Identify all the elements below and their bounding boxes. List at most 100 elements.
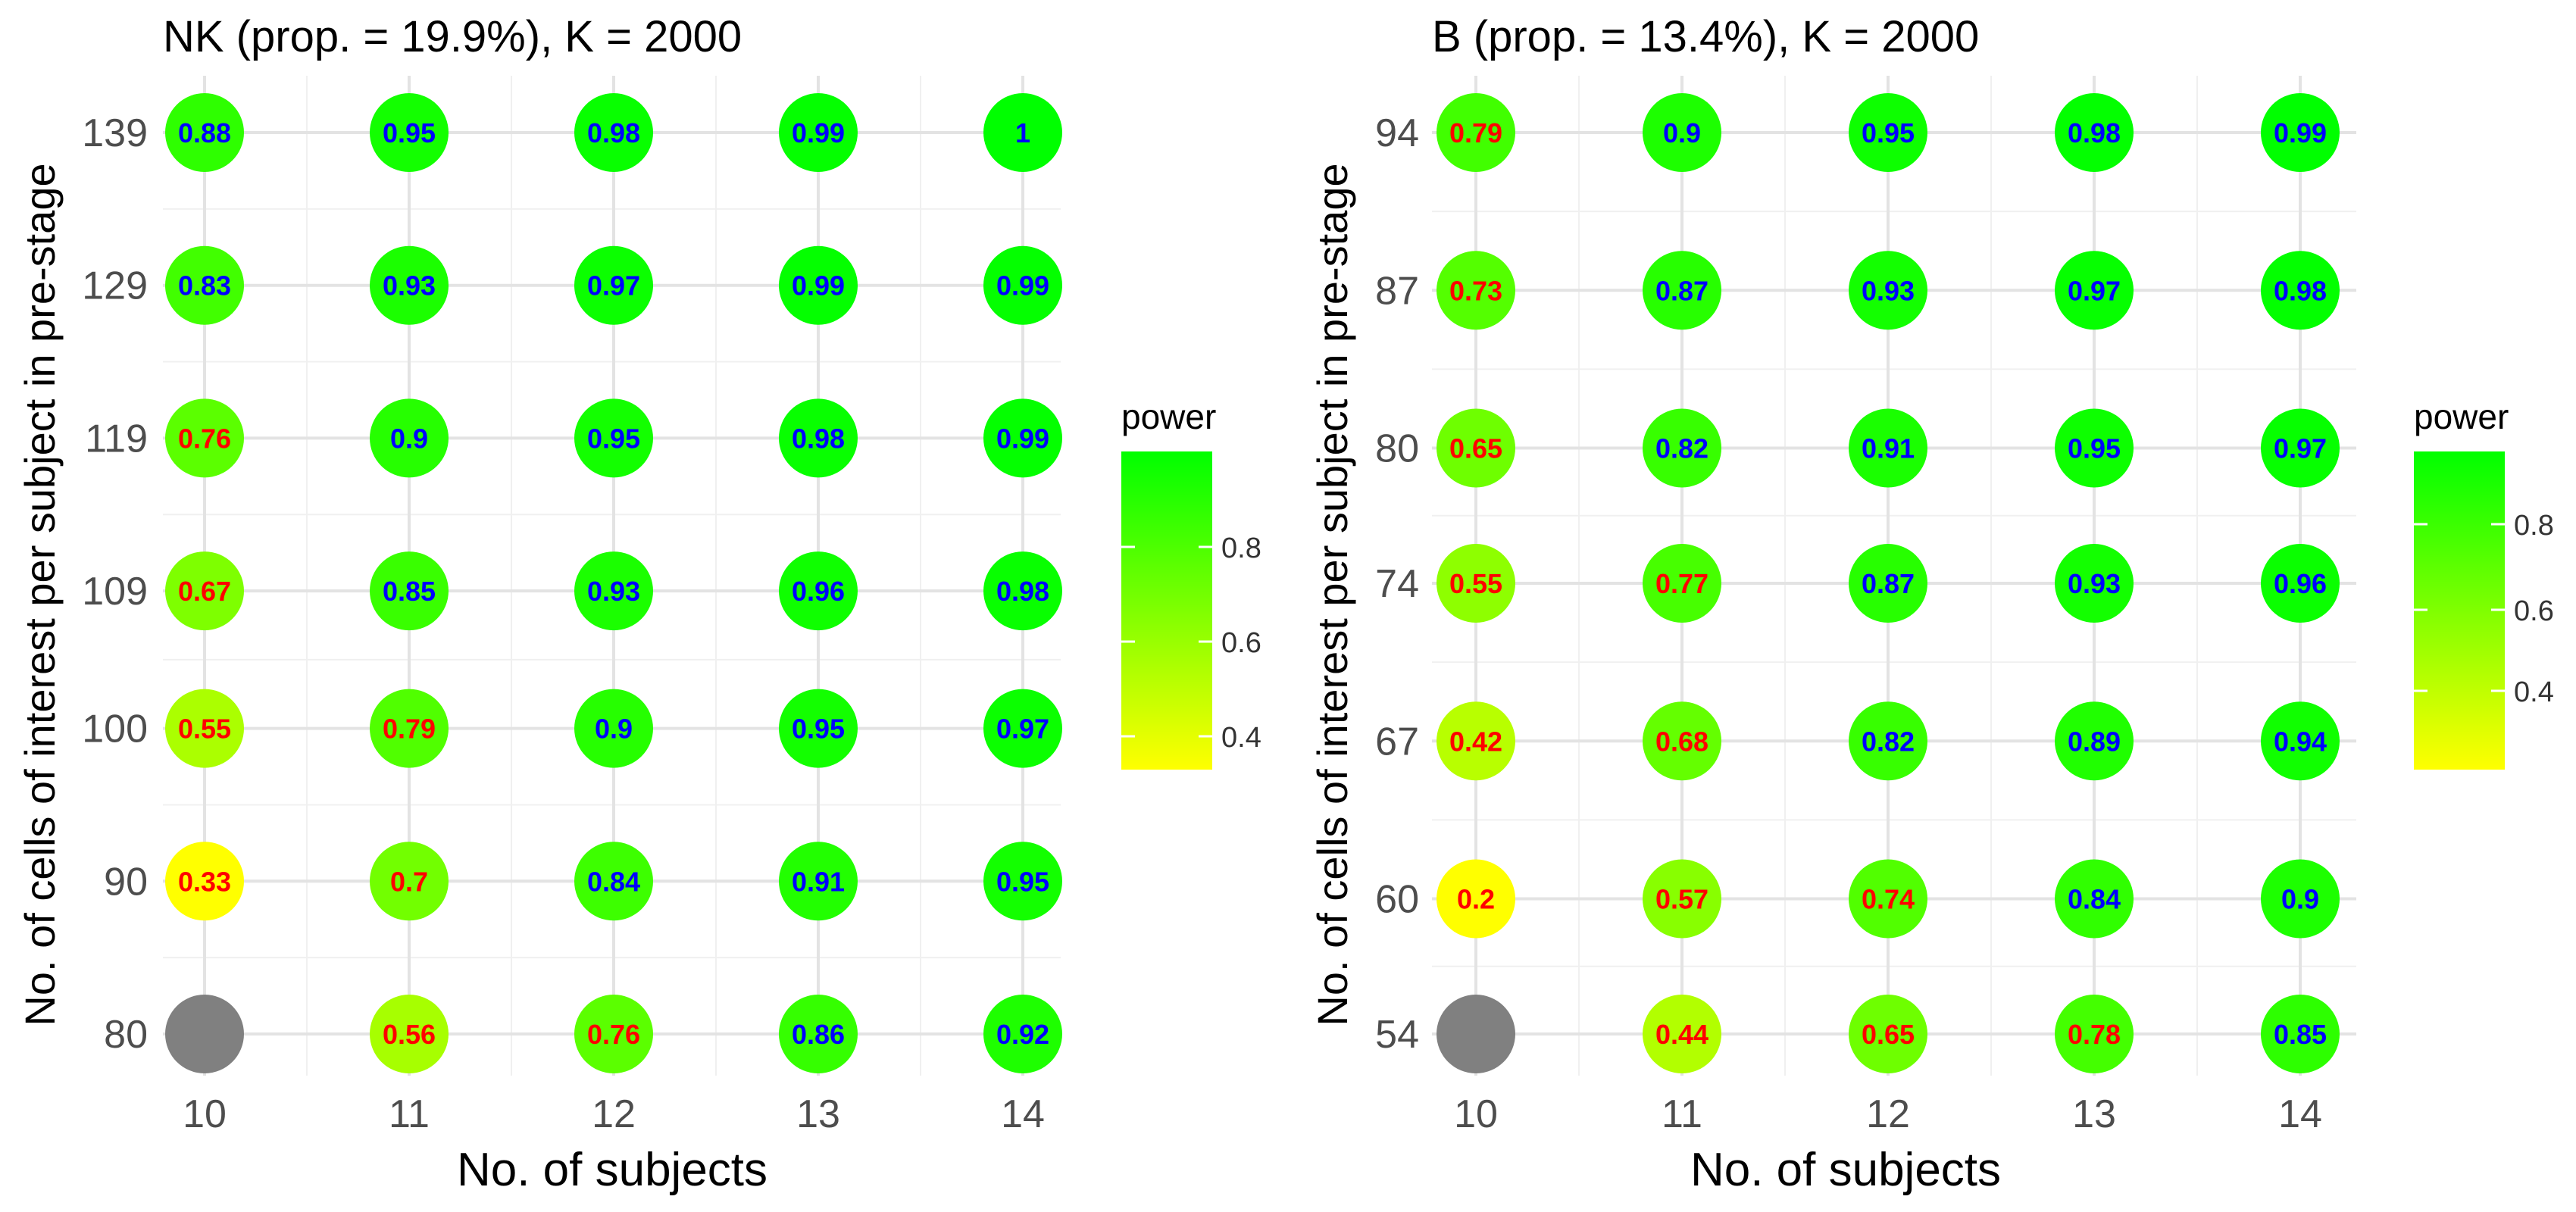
panel-b-legend-colorbar bbox=[2414, 451, 2505, 770]
point bbox=[574, 842, 653, 921]
point bbox=[779, 995, 858, 1073]
point-value-label: 0.92 bbox=[996, 1019, 1049, 1050]
panel-nk-title: NK (prop. = 19.9%), K = 2000 bbox=[163, 12, 742, 61]
point-value-label: 0.9 bbox=[1663, 117, 1701, 148]
point-value-label: 0.2 bbox=[1457, 884, 1495, 915]
point-value-label: 0.74 bbox=[1862, 884, 1915, 915]
panel-nk-legend-colorbar bbox=[1121, 451, 1212, 770]
y-tick-label: 54 bbox=[1375, 1013, 1419, 1057]
point bbox=[1849, 251, 1927, 330]
y-tick-label: 74 bbox=[1375, 562, 1419, 606]
point-value-label: 0.84 bbox=[587, 866, 640, 897]
point-value-label: 0.79 bbox=[383, 714, 436, 745]
point-value-label: 0.87 bbox=[1655, 275, 1708, 306]
point-value-label: 0.77 bbox=[1655, 568, 1708, 599]
point-value-label: 0.99 bbox=[996, 270, 1049, 301]
point bbox=[1849, 701, 1927, 781]
point-missing bbox=[165, 995, 244, 1073]
point-value-label: 0.91 bbox=[792, 866, 845, 897]
x-tick-label: 13 bbox=[2072, 1092, 2116, 1136]
panel-b: 0.44 0.65 0.78 0.85 0.2 0.57 0.74 0.84 0.9 0.42 0.… bbox=[1308, 12, 2554, 1196]
panel-b-ticks: 10 11 12 13 14 54 60 67 74 80 87 94 bbox=[1375, 111, 2322, 1136]
point bbox=[2055, 995, 2134, 1073]
x-tick-label: 11 bbox=[1662, 1092, 1702, 1136]
point-value-label: 0.95 bbox=[1862, 117, 1915, 148]
point bbox=[779, 93, 858, 172]
point-value-label: 0.94 bbox=[2274, 726, 2327, 757]
y-tick-label: 119 bbox=[85, 417, 148, 461]
point bbox=[370, 842, 449, 921]
point-value-label: 0.95 bbox=[2068, 433, 2121, 464]
point-value-label: 0.95 bbox=[587, 423, 640, 454]
x-tick-label: 13 bbox=[796, 1092, 840, 1136]
panel-b-x-axis-label: No. of subjects bbox=[1690, 1144, 2001, 1196]
point bbox=[370, 93, 449, 172]
point bbox=[1643, 93, 1721, 172]
panel-b-legend: power 0.8 0.6 0.4 bbox=[2414, 397, 2554, 770]
x-tick-label: 11 bbox=[389, 1092, 430, 1136]
point-value-label: 0.44 bbox=[1655, 1019, 1708, 1050]
panel-nk: 0.56 0.76 0.86 0.920.33 0.7 0.84 0.91 0.950.55 0… bbox=[16, 12, 1261, 1196]
point bbox=[2055, 93, 2134, 172]
point-value-label: 0.84 bbox=[2068, 884, 2121, 915]
panel-b-legend-title: power bbox=[2414, 397, 2509, 436]
point bbox=[2261, 995, 2340, 1073]
y-tick-label: 139 bbox=[82, 111, 148, 155]
point-value-label: 0.91 bbox=[1862, 433, 1915, 464]
point bbox=[983, 551, 1062, 631]
point bbox=[1849, 995, 1927, 1073]
point bbox=[1643, 544, 1721, 623]
point-value-label: 0.98 bbox=[792, 423, 845, 454]
point bbox=[983, 689, 1062, 768]
point bbox=[779, 842, 858, 921]
point-value-label: 0.93 bbox=[2068, 568, 2121, 599]
point bbox=[2261, 93, 2340, 172]
point bbox=[1849, 859, 1927, 939]
panel-nk-legend-tick: 0.4 bbox=[1221, 722, 1261, 754]
point bbox=[574, 398, 653, 478]
point-value-label: 0.97 bbox=[587, 270, 640, 301]
point-value-label: 0.7 bbox=[390, 866, 428, 897]
point-value-label: 0.97 bbox=[2068, 275, 2121, 306]
point-value-label: 0.96 bbox=[792, 576, 845, 607]
point-value-label: 0.95 bbox=[996, 866, 1049, 897]
panel-b-points: 0.44 0.65 0.78 0.85 0.2 0.57 0.74 0.84 0.9 0.42 0.… bbox=[1436, 93, 2340, 1073]
x-tick-label: 12 bbox=[592, 1092, 636, 1136]
point bbox=[1436, 859, 1515, 939]
point bbox=[1643, 995, 1721, 1073]
point bbox=[779, 245, 858, 325]
point-value-label: 0.55 bbox=[178, 714, 231, 745]
point-value-label: 0.97 bbox=[996, 714, 1049, 745]
point bbox=[2055, 859, 2134, 939]
y-tick-label: 87 bbox=[1375, 269, 1419, 313]
point bbox=[165, 93, 244, 172]
y-tick-label: 60 bbox=[1375, 878, 1419, 922]
point bbox=[370, 689, 449, 768]
point bbox=[1643, 859, 1721, 939]
y-tick-label: 80 bbox=[104, 1013, 148, 1057]
point-value-label: 0.99 bbox=[2274, 117, 2327, 148]
panel-b-legend-tick: 0.8 bbox=[2514, 510, 2554, 542]
y-tick-label: 94 bbox=[1375, 111, 1419, 155]
point-value-label: 0.87 bbox=[1862, 568, 1915, 599]
point-value-label: 0.95 bbox=[792, 714, 845, 745]
point-value-label: 1 bbox=[1015, 117, 1030, 148]
point bbox=[1643, 251, 1721, 330]
point bbox=[574, 689, 653, 768]
y-tick-label: 90 bbox=[104, 860, 148, 904]
point bbox=[1643, 408, 1721, 488]
point-value-label: 0.86 bbox=[792, 1019, 845, 1050]
point bbox=[2055, 544, 2134, 623]
point bbox=[1643, 701, 1721, 781]
panel-nk-legend-title: power bbox=[1121, 397, 1216, 436]
point-value-label: 0.93 bbox=[383, 270, 436, 301]
point bbox=[2261, 408, 2340, 488]
point bbox=[779, 689, 858, 768]
point-value-label: 0.33 bbox=[178, 866, 231, 897]
x-tick-label: 10 bbox=[183, 1092, 227, 1136]
point bbox=[1849, 544, 1927, 623]
point bbox=[2261, 251, 2340, 330]
point bbox=[779, 551, 858, 631]
panel-b-legend-tick: 0.6 bbox=[2514, 595, 2554, 627]
point bbox=[1436, 93, 1515, 172]
